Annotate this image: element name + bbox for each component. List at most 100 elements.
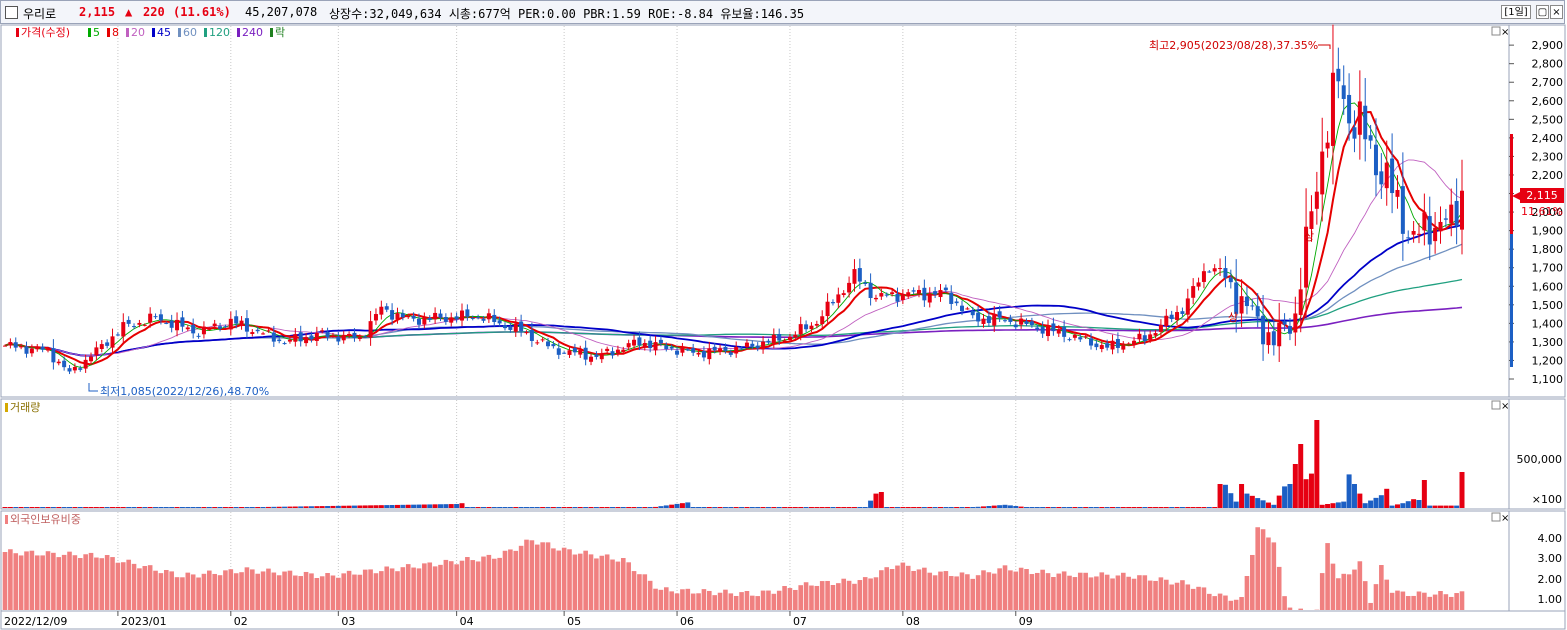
foreign-bar xyxy=(1400,591,1406,610)
price-panel-close-icon[interactable]: × xyxy=(1501,27,1509,38)
volume-bar xyxy=(975,506,981,508)
select-checkbox[interactable] xyxy=(5,6,18,19)
volume-panel-minimize-icon[interactable] xyxy=(1491,400,1501,410)
candle-body xyxy=(1175,312,1180,320)
legend-swatch-240 xyxy=(237,28,240,37)
volume-bar xyxy=(1222,484,1228,508)
candle-body xyxy=(373,314,378,321)
candle-body xyxy=(185,327,190,330)
volume-bar xyxy=(1179,507,1185,508)
candle-body xyxy=(282,343,287,345)
volume-bar xyxy=(685,502,691,508)
foreign-bar xyxy=(1427,596,1433,610)
volume-bar xyxy=(830,507,836,508)
foreign-bar xyxy=(1126,576,1131,610)
volume-bar xyxy=(981,506,987,508)
foreign-bar xyxy=(1196,586,1201,610)
volume-bar xyxy=(1249,495,1255,508)
volume-bar xyxy=(1368,500,1374,508)
candle-body xyxy=(1019,318,1024,325)
volume-bar xyxy=(314,506,320,508)
foreign-bar xyxy=(825,580,830,610)
foreign-panel-close-icon[interactable]: × xyxy=(1501,513,1509,524)
foreign-bar xyxy=(954,576,959,610)
candle-body xyxy=(293,334,298,342)
foreign-bar xyxy=(647,580,653,610)
volume-bar xyxy=(894,507,900,508)
volume-bar xyxy=(1421,480,1427,508)
candle-body xyxy=(599,353,604,360)
foreign-bar xyxy=(1346,574,1352,610)
candle-body xyxy=(728,352,733,355)
candle-body xyxy=(56,361,61,364)
volume-bar xyxy=(937,507,943,508)
foreign-bar xyxy=(782,586,787,610)
volume-panel-close-icon[interactable]: × xyxy=(1501,401,1509,412)
candle-body xyxy=(997,311,1002,318)
volume-bar xyxy=(803,507,809,508)
candle-body xyxy=(207,328,212,330)
volume-bar xyxy=(1357,493,1363,508)
foreign-bar xyxy=(1357,561,1363,610)
foreign-bar xyxy=(750,595,755,610)
foreign-bar xyxy=(561,547,567,610)
foreign-bar xyxy=(266,568,271,610)
maximize-icon[interactable]: ▢ xyxy=(1536,5,1549,19)
volume-bar xyxy=(717,507,723,508)
price-range-bar-up xyxy=(1510,134,1513,234)
candle-body xyxy=(411,315,416,319)
candle-body xyxy=(529,329,534,341)
foreign-bar xyxy=(24,551,29,610)
volume-bar xyxy=(524,507,530,508)
foreign-bar xyxy=(717,592,723,610)
foreign-bar xyxy=(1131,578,1137,610)
volume-bar xyxy=(1018,506,1024,508)
volume-bar xyxy=(99,507,105,508)
candle-body xyxy=(825,301,830,317)
foreign-panel-minimize-icon[interactable] xyxy=(1491,512,1501,522)
candle-body xyxy=(465,309,470,317)
volume-bar xyxy=(1271,504,1277,508)
foreign-bar xyxy=(169,571,174,610)
foreign-bar xyxy=(1373,584,1379,610)
candle-body xyxy=(787,336,792,340)
volume-bar xyxy=(846,507,852,508)
volume-bar xyxy=(1163,507,1169,508)
foreign-bar xyxy=(1083,572,1088,610)
candle-body xyxy=(605,348,610,352)
foreign-bar xyxy=(642,574,648,610)
x-axis xyxy=(0,610,1566,630)
candle-body xyxy=(1320,151,1325,195)
foreign-bar xyxy=(991,573,997,610)
x-tick-label: 03 xyxy=(341,615,355,628)
foreign-bar xyxy=(1287,607,1293,610)
volume-bar xyxy=(921,507,927,508)
panel-buttons[interactable]: × × × xyxy=(1491,26,1509,524)
price-panel-minimize-icon[interactable] xyxy=(1491,26,1501,36)
volume-bar xyxy=(728,507,734,508)
volume-bar xyxy=(1093,507,1099,508)
volume-bar xyxy=(862,507,868,508)
candle-body xyxy=(1255,306,1260,317)
candle-body xyxy=(406,315,411,318)
foreign-bar xyxy=(1201,587,1207,610)
volume-bar xyxy=(1276,495,1282,508)
y-tick-label: 2,900 xyxy=(1532,39,1564,52)
candle-body xyxy=(1164,315,1169,327)
volume-bar xyxy=(110,507,116,508)
foreign-bar xyxy=(443,559,449,610)
period-button[interactable]: [1일] xyxy=(1501,5,1531,19)
candle-body xyxy=(938,290,943,298)
volume-bar xyxy=(136,507,142,508)
y-tick-label: 2,600 xyxy=(1532,95,1564,108)
candle-body xyxy=(1148,334,1153,340)
foreign-bar xyxy=(110,557,115,610)
volume-bar xyxy=(222,507,228,508)
volume-bar xyxy=(400,504,406,508)
foreign-bar xyxy=(67,551,72,610)
foreign-bar xyxy=(776,590,782,610)
close-icon[interactable]: × xyxy=(1550,5,1563,19)
foreign-bars xyxy=(2,527,1465,610)
volume-bar xyxy=(593,507,599,508)
foreign-bar xyxy=(631,571,637,610)
